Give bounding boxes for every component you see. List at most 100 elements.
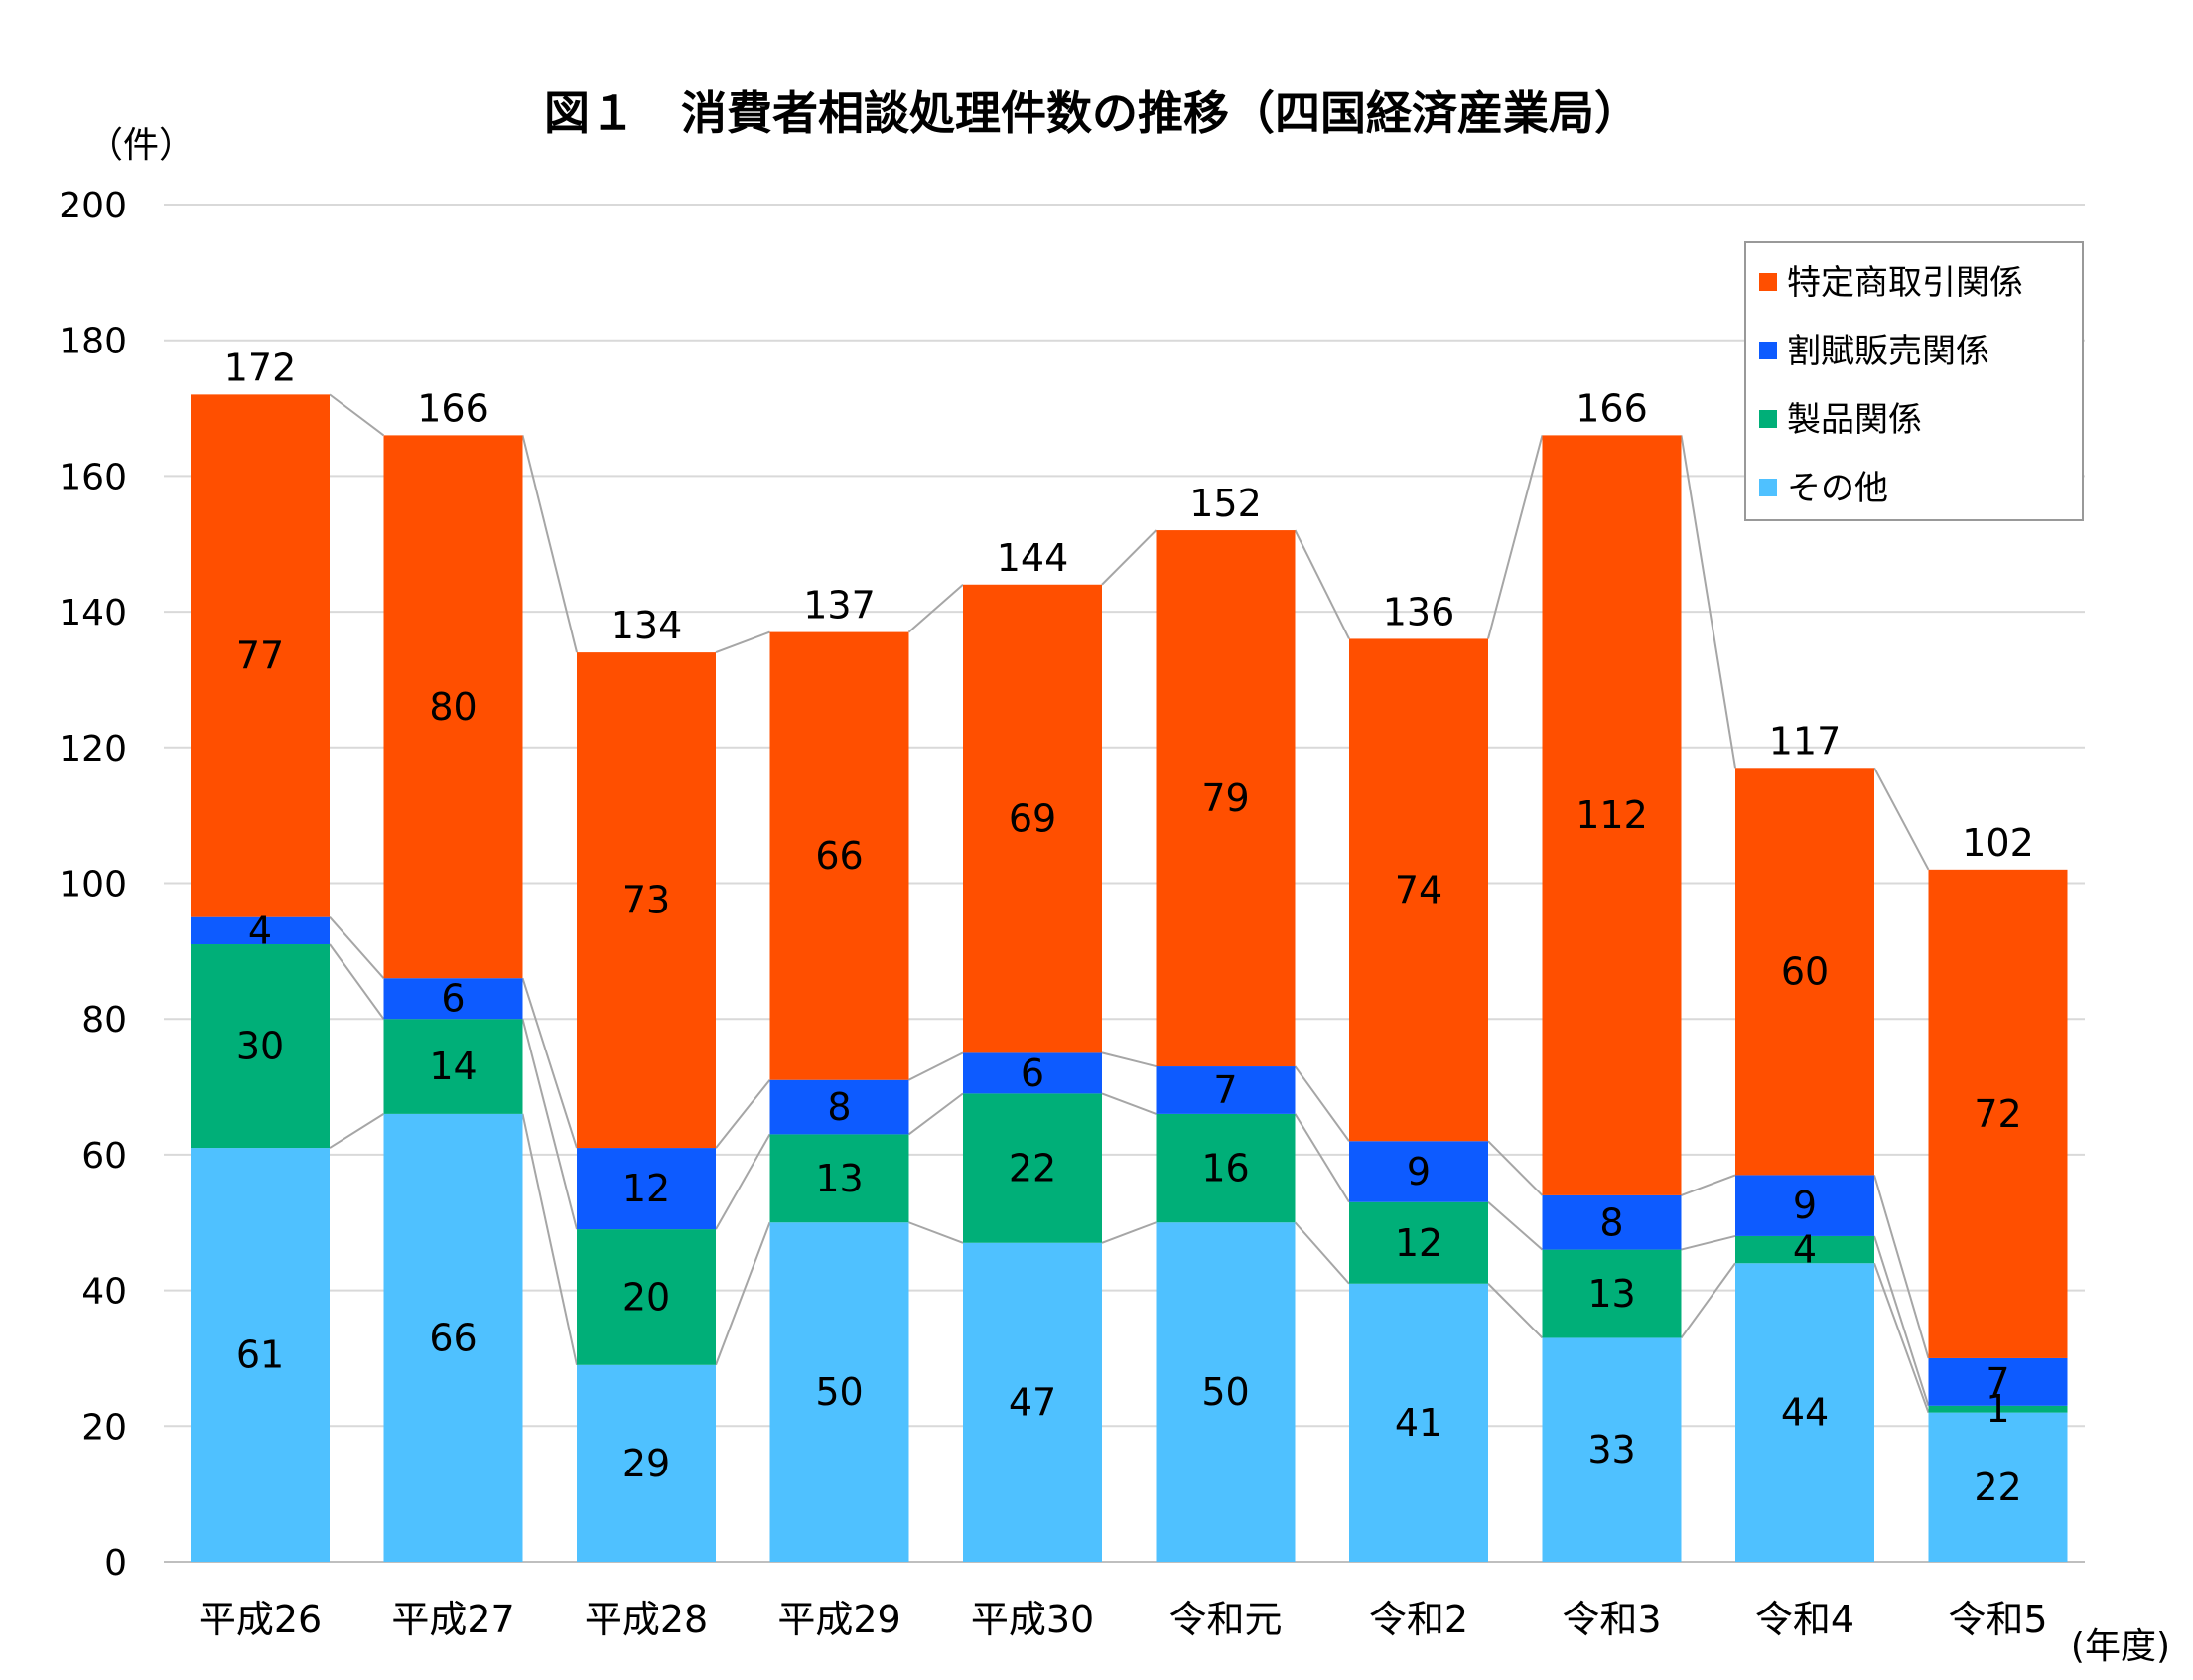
series-connector-line	[1294, 1113, 1350, 1203]
legend-entry-label: その他	[1787, 469, 1888, 508]
data-label: 79	[1201, 776, 1249, 820]
data-label: 13	[1587, 1272, 1635, 1316]
x-tick-label: 令和3	[1562, 1598, 1661, 1641]
total-label: 172	[224, 346, 297, 389]
data-label: 22	[1009, 1147, 1056, 1190]
data-label: 16	[1201, 1147, 1249, 1190]
bar-segment	[191, 916, 330, 945]
bar-segment	[963, 1052, 1102, 1094]
bar-segment	[1349, 1201, 1488, 1284]
data-label: 74	[1395, 868, 1442, 911]
data-label: 8	[827, 1085, 851, 1129]
series-connector-line	[1681, 1174, 1736, 1196]
bar-segment	[1349, 638, 1488, 1142]
series-connector-line	[1294, 529, 1350, 639]
bar-segment	[1735, 1175, 1874, 1236]
data-label: 13	[815, 1157, 863, 1200]
series-connector-line	[1873, 767, 1930, 871]
series-connector-line	[329, 943, 385, 1020]
data-label: 6	[1021, 1051, 1044, 1095]
data-label: 20	[622, 1275, 670, 1319]
bar-segment	[1928, 1412, 2068, 1562]
bar-segment	[1542, 1249, 1682, 1338]
x-tick-label: 平成26	[199, 1598, 322, 1641]
total-label: 144	[997, 536, 1069, 580]
bar-segment	[577, 1148, 716, 1230]
series-connector-line	[521, 435, 578, 653]
series-connector-line	[1487, 435, 1544, 639]
y-tick-label: 40	[81, 1272, 127, 1313]
data-label: 14	[429, 1045, 477, 1088]
bar-segment	[1928, 1357, 2068, 1406]
legend-box	[1744, 241, 2084, 521]
data-label: 22	[1974, 1466, 2021, 1509]
data-label: 80	[429, 685, 477, 729]
data-label: 60	[1781, 949, 1829, 993]
series-connector-line	[715, 1221, 771, 1366]
series-connector-line	[1680, 435, 1736, 769]
connector-lines	[329, 393, 1930, 1413]
data-label: 50	[1201, 1370, 1249, 1414]
x-tick-label: 平成28	[585, 1598, 708, 1641]
data-label: 12	[622, 1167, 670, 1210]
y-tick-label: 180	[59, 322, 127, 362]
data-label: 50	[815, 1370, 863, 1414]
y-tick-label: 140	[59, 593, 127, 633]
bar-segment	[383, 435, 523, 979]
data-label: 44	[1781, 1391, 1829, 1435]
series-connector-line	[908, 1051, 964, 1081]
series-connector-line	[329, 916, 385, 979]
series-connector-line	[329, 393, 385, 437]
bar-segment	[1156, 1113, 1296, 1223]
bar-segment	[963, 1242, 1102, 1562]
data-label: 41	[1395, 1401, 1442, 1445]
bar-segment	[1542, 435, 1682, 1195]
data-label: 30	[236, 1025, 284, 1068]
series-connector-line	[1487, 1283, 1544, 1339]
series-connector-line	[1487, 1140, 1544, 1196]
data-label: 66	[429, 1316, 477, 1359]
total-label: 137	[803, 584, 876, 628]
bar-segment	[383, 1019, 523, 1114]
legend-swatch	[1759, 273, 1777, 291]
series-connector-line	[1680, 1262, 1736, 1339]
data-label: 9	[1407, 1150, 1431, 1193]
data-label: 61	[236, 1333, 284, 1377]
data-label: 6	[441, 977, 465, 1021]
series-connector-line	[1101, 529, 1158, 586]
series-connector-line	[1681, 1234, 1736, 1251]
series-connector-line	[1101, 1221, 1157, 1244]
y-tick-label: 60	[81, 1136, 127, 1177]
bar-segment	[1542, 1337, 1682, 1562]
bar-segment	[1156, 530, 1296, 1067]
legend-swatch	[1759, 410, 1777, 428]
legend-swatch	[1759, 479, 1777, 496]
total-label: 134	[611, 604, 683, 647]
x-tick-label: 令和4	[1755, 1598, 1854, 1641]
total-label: 166	[417, 386, 489, 430]
bar-segment	[1735, 1263, 1874, 1562]
total-label: 102	[1962, 821, 2034, 865]
data-label: 7	[1213, 1068, 1237, 1112]
bar-segment	[577, 652, 716, 1149]
bar-segment	[577, 1229, 716, 1365]
bars-layer	[191, 394, 2068, 1562]
series-connector-line	[521, 977, 578, 1149]
y-tick-label: 80	[81, 1000, 127, 1041]
series-connector-line	[907, 584, 964, 633]
y-tick-label: 200	[59, 186, 127, 226]
data-label: 7	[1986, 1360, 2009, 1404]
series-connector-line	[329, 1113, 385, 1149]
data-label: 12	[1395, 1221, 1442, 1265]
series-connector-line	[521, 1018, 578, 1230]
data-label: 33	[1587, 1428, 1635, 1471]
bar-segment	[1928, 1405, 2068, 1413]
bar-segment	[1156, 1222, 1296, 1562]
x-tick-label: 平成29	[777, 1598, 900, 1641]
x-tick-label: 令和2	[1369, 1598, 1468, 1641]
y-tick-label: 120	[59, 729, 127, 770]
x-tick-label: 平成30	[971, 1598, 1094, 1641]
series-connector-line	[1101, 1051, 1157, 1068]
